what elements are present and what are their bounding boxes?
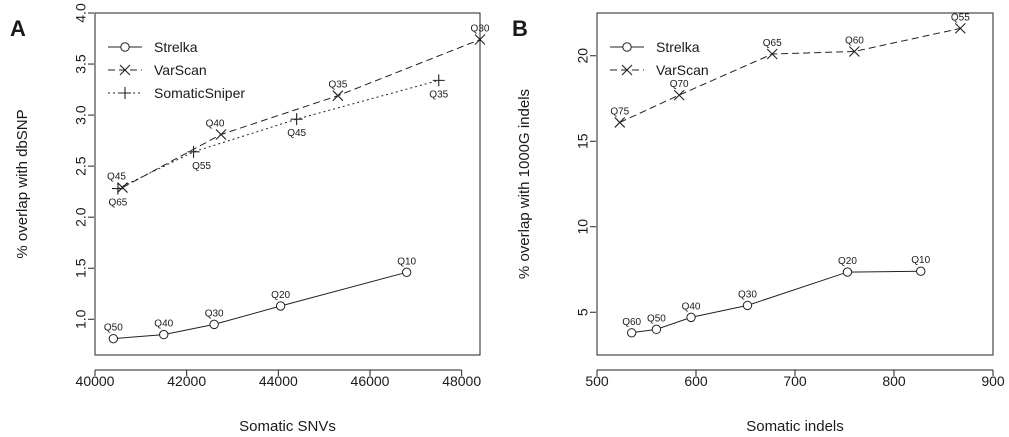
panel-a-x-tick-label: 44000 [259,373,298,389]
panel-a-x-tick-label: 40000 [76,373,115,389]
panel-a-varscan-point [332,90,344,102]
panel-a-somaticsniper-point [290,113,303,126]
panel-b-varscan-point [614,117,626,128]
panel-b-strelka-line [631,270,921,334]
panel-b-strelka-point-label: Q40 [682,301,701,312]
panel-a-x-tick-label: 42000 [167,373,206,389]
panel-b-y-tick-label: 15 [575,133,591,149]
panel-a-x-tick-label: 46000 [351,373,390,389]
panel-a-y-tick-label: 3.0 [73,105,89,125]
panel-b-varscan-point-label: Q55 [951,12,970,23]
panel-a-somaticsniper-point [111,182,124,195]
panel-b-varscan-point-label: Q60 [845,35,864,46]
panel-a-somaticsniper-point-label: Q65 [108,198,127,209]
panel-b-y-tick-label: 20 [575,48,591,64]
panel-b-varscan-point-label: Q70 [670,79,689,90]
panel-a-somaticsniper-point-label: Q45 [287,128,306,139]
panel-b-varscan-point-label: Q75 [610,106,629,117]
panel-b-x-tick-label: 800 [882,373,906,389]
panel-a-legend-varscan-label: VarScan [154,62,207,78]
panel-b-varscan-point [849,46,860,57]
panel-b-x-tick-label: 700 [783,373,807,389]
panel-b-strelka-point [742,300,753,311]
panel-a-x-axis-label: Somatic SNVs [239,418,336,435]
panel-b-strelka-point-label: Q50 [647,313,666,324]
panel-a-strelka-point-label: Q40 [154,319,173,330]
panel-b-x-tick-label: 600 [684,373,708,389]
panel-a-varscan-point [474,34,486,45]
panel-a-varscan-point-label: Q35 [328,80,347,91]
panel-a-chart: A 40000 42000 44000 46000 48000 1.0 1.5 2.0 2.5 3.… [10,3,490,435]
panel-b-strelka-point [916,266,926,276]
panel-a-varscan-point [117,182,128,193]
panel-a-strelka-point-label: Q10 [397,256,416,267]
panel-b-strelka-point [686,312,696,323]
panel-a-varscan-line [122,39,481,189]
panel-a-y-tick-label: 1.5 [73,258,89,278]
panel-a-y-tick-label: 2.0 [73,207,89,227]
panel-a-legend-strelka-marker [120,42,130,52]
panel-a-strelka-point-label: Q20 [271,290,290,301]
panel-a-somaticsniper-point [432,74,445,87]
panel-a-strelka-point [209,319,219,330]
panel-b-x-tick-label: 500 [585,373,609,389]
panel-a-y-tick-label: 4.0 [73,3,89,23]
panel-b-strelka-point-label: Q30 [738,289,757,300]
panel-a-legend-somaticsniper-marker [119,87,131,99]
panel-b-y-axis-label: % overlap with 1000G indels [516,89,533,279]
panel-b-x-axis-label: Somatic indels [746,418,844,435]
panel-b-legend-strelka-marker [622,42,632,52]
panel-a-legend-somaticsniper-label: SomaticSniper [154,85,245,101]
panel-a-y-axis-label: % overlap with dbSNP [14,109,31,258]
panel-b-chart: B 500 600 700 800 900 5 10 15 20 Somatic indels % o… [512,12,1005,435]
panel-a-varscan-point-label: Q40 [206,118,225,129]
panel-b-x-tick-label: 900 [981,373,1005,389]
panel-a-varscan-point-label: Q45 [107,172,126,183]
panel-a-somaticsniper-point-label: Q55 [192,161,211,172]
panel-a-varscan-point [215,129,227,140]
panel-b-varscan-point [673,89,685,101]
panel-b-legend-varscan-label: VarScan [656,62,709,78]
panel-b-strelka-point [842,267,853,277]
panel-b-varscan-point [954,23,966,34]
panel-a-x-tick-label: 48000 [442,373,481,389]
panel-a-strelka-point [159,329,169,340]
panel-b-strelka-point-label: Q10 [911,255,930,266]
panel-b-strelka-point-label: Q20 [838,256,857,267]
panel-b-varscan-point-label: Q65 [763,38,782,49]
panel-a-strelka-point-label: Q50 [104,323,123,334]
panel-b-strelka-point-label: Q60 [622,317,641,328]
panel-a-strelka-point [401,267,412,278]
panel-b-legend-varscan-marker [621,64,633,76]
panel-b-y-tick-label: 5 [575,308,591,316]
panel-a-letter: A [10,16,26,41]
panel-a-legend-varscan-marker [119,64,131,76]
panel-a-y-tick-label: 1.0 [73,309,89,329]
panel-b-letter: B [512,16,528,41]
panel-a-strelka-point-label: Q30 [205,308,224,319]
panel-a-y-tick-label: 3.5 [73,54,89,74]
panel-b-strelka-point [626,328,637,338]
panel-a-somaticsniper-point [187,145,200,158]
panel-b-y-tick-label: 10 [575,219,591,235]
panel-a-strelka-point [275,301,286,311]
panel-a-somaticsniper-point-label: Q35 [429,89,448,100]
panel-a-legend-strelka-label: Strelka [154,39,198,55]
panel-b-varscan-point [766,48,778,60]
panel-b-plot-frame [596,12,994,356]
panel-a-plot-frame [94,12,481,356]
panel-a-varscan-point-label: Q30 [471,24,490,35]
panel-a-somaticsniper-line [117,79,439,190]
panel-a-y-tick-label: 2.5 [73,156,89,176]
panel-b-strelka-point [651,324,662,335]
panel-a-strelka-point [108,333,119,344]
panel-b-legend-strelka-label: Strelka [656,39,700,55]
